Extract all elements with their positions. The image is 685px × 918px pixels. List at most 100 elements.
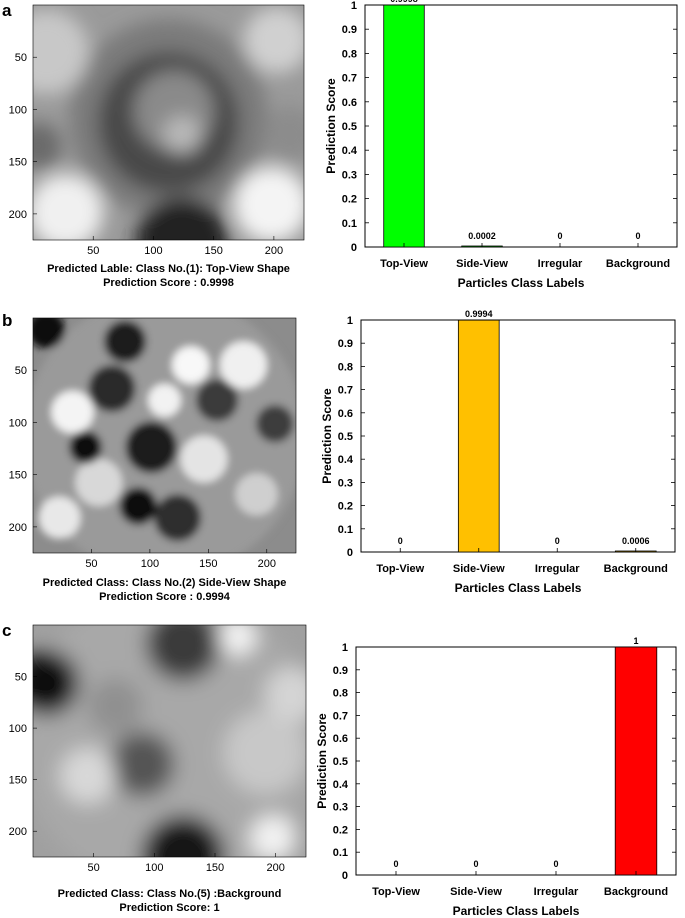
y-tick-label: 100 [9,104,27,116]
prediction-score-caption: Prediction Score: 1 [119,902,219,914]
texture-blob [262,106,304,163]
y-tick-label: 0.5 [338,431,353,443]
x-tick-label: Irregular [538,258,583,270]
y-tick-label: 0 [347,547,353,559]
data-label: 0.9994 [465,309,493,319]
y-tick-label: 0 [342,870,348,882]
y-tick-label: 0.6 [342,97,357,109]
y-tick-label: 0.7 [338,385,353,397]
y-tick-label: 200 [9,522,27,534]
y-tick-label: 1 [351,0,357,12]
predicted-class-caption: Predicted Class: Class No.(5) :Backgroun… [58,888,282,900]
x-tick-label: Side-View [450,886,502,898]
texture-blob [51,390,94,434]
bar-top-view [383,4,425,248]
texture-blob [87,678,143,735]
y-tick-label: 0.8 [338,361,353,373]
x-tick-label: 50 [87,245,99,257]
y-tick-label: 0.1 [342,218,357,230]
particle-image-3 [33,625,306,857]
y-tick-label: 150 [9,775,27,787]
y-axis-title: Prediction Score [320,388,334,484]
texture-blob [163,115,201,154]
texture-blob [250,815,297,857]
image-frame [32,4,305,241]
data-label: 0 [398,536,403,546]
predicted-class-caption: Predicted Lable: Class No.(1): Top-View … [47,263,290,275]
particle-image-1 [33,5,304,240]
y-tick-label: 0.8 [342,48,357,60]
x-tick-label: Background [606,258,670,270]
y-tick-label: 50 [15,52,27,64]
texture-blob [33,174,104,240]
texture-blob [233,167,304,240]
prediction-score-caption: Prediction Score : 0.9998 [103,277,234,289]
bar-background [614,646,658,876]
texture-blob [141,815,225,857]
texture-blob [59,747,116,804]
image-frame [32,624,307,858]
plot-area [360,319,676,553]
texture-blob [103,320,147,363]
y-tick-label: 100 [9,417,27,429]
y-tick-label: 200 [9,826,27,838]
image-texture [33,7,304,240]
y-tick-label: 0.4 [333,779,349,791]
texture-blob [119,487,157,525]
y-tick-label: 0.4 [342,145,358,157]
texture-blob [223,710,306,795]
texture-blob [33,318,65,349]
x-tick-label: 150 [199,558,217,570]
texture-blob [109,731,175,797]
data-label: 0 [393,859,398,869]
image-texture [33,625,306,857]
texture-blob [125,421,178,474]
data-label: 0 [635,231,640,241]
x-tick-label: Irregular [535,563,580,575]
y-tick-label: 0.8 [333,688,348,700]
x-tick-label: Top-View [376,563,424,575]
bar-side-view [457,319,500,553]
y-tick-label: 50 [15,365,27,377]
x-tick-label: 150 [204,245,222,257]
y-tick-label: 50 [15,672,27,684]
texture-blob [38,496,81,539]
x-tick-label: 200 [265,245,283,257]
x-tick-label: 200 [266,862,284,874]
x-tick-label: Top-View [380,258,428,270]
texture-blob [219,625,257,656]
y-tick-label: 0.4 [338,454,354,466]
y-tick-label: 0.2 [342,194,357,206]
bar-chart-2 [360,319,676,553]
data-label: 0.9998 [390,0,418,4]
texture-blob [264,666,306,723]
texture-blob [88,365,136,412]
image-frame [32,317,297,554]
texture-blob [172,346,210,384]
texture-blob [235,473,278,516]
y-tick-label: 0.7 [342,73,357,85]
texture-blob [69,430,103,464]
x-tick-label: Top-View [372,886,420,898]
texture-blob [154,494,202,542]
x-tick-label: Background [604,563,668,575]
y-tick-label: 0.9 [333,665,348,677]
y-tick-label: 0.5 [333,756,348,768]
data-label: 0 [553,859,558,869]
texture-blob [148,383,181,417]
x-tick-label: 100 [145,862,163,874]
y-tick-label: 0.3 [342,169,357,181]
x-tick-label: Side-View [453,563,505,575]
texture-blob [180,435,228,483]
texture-blob [33,650,80,716]
data-label: 0 [557,231,562,241]
y-tick-label: 0 [351,242,357,254]
y-tick-label: 200 [9,209,27,221]
y-axis-title: Prediction Score [315,713,329,809]
y-tick-label: 0.1 [338,524,353,536]
y-tick-label: 0.6 [333,733,348,745]
data-label: 1 [633,636,638,646]
panel-label: c [2,621,11,640]
panel-label: b [2,311,12,330]
x-tick-label: Irregular [534,886,579,898]
